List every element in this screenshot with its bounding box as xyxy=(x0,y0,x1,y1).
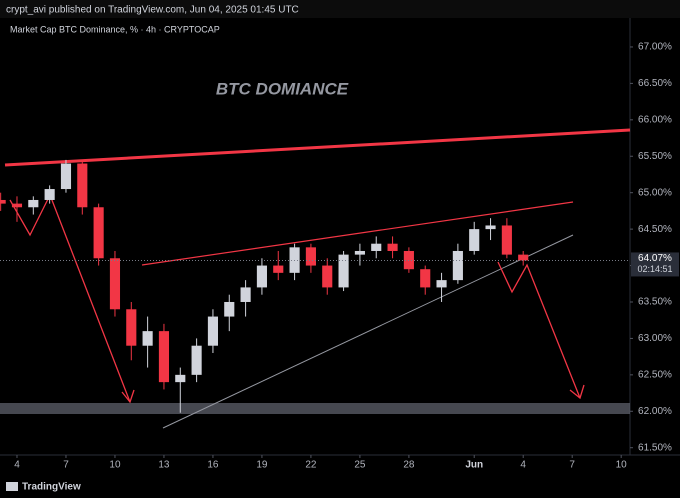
arrow-head xyxy=(121,389,135,404)
x-tick-label: 28 xyxy=(403,460,415,471)
y-tick-label: 65.50% xyxy=(638,151,672,162)
candle-body xyxy=(354,250,365,255)
candle-body xyxy=(28,199,39,208)
candle-body xyxy=(371,243,382,251)
x-tick-label: 4 xyxy=(14,460,20,471)
y-tick-label: 63.00% xyxy=(638,333,672,344)
arrow xyxy=(49,194,131,403)
x-tick-label: 19 xyxy=(256,460,268,471)
trendline xyxy=(162,234,574,429)
candle-body xyxy=(175,374,186,383)
arrow-path xyxy=(497,261,581,399)
header-bar xyxy=(0,0,680,18)
candle-body xyxy=(44,189,55,200)
trendline xyxy=(141,201,574,266)
y-tick-label: 66.00% xyxy=(638,114,672,125)
candle-body xyxy=(501,225,512,255)
candle-body xyxy=(109,258,121,310)
candle-body xyxy=(11,203,23,208)
y-tick-label: 61.50% xyxy=(638,442,672,453)
last-price-box xyxy=(631,252,679,277)
annotation: BTC DOMIANCE xyxy=(216,79,349,98)
candle-body xyxy=(256,265,267,288)
last-price-label: 64.07% xyxy=(638,253,672,264)
x-tick-label: 13 xyxy=(158,460,170,471)
x-tick-label: 16 xyxy=(207,460,219,471)
x-tick-label: 22 xyxy=(305,460,317,471)
candle-body xyxy=(518,254,529,261)
y-tick-label: 63.50% xyxy=(638,297,672,308)
y-tick-label: 67.00% xyxy=(638,42,672,53)
y-tick-label: 62.00% xyxy=(638,406,672,417)
candle-body xyxy=(338,254,349,288)
candle-body xyxy=(207,316,219,346)
countdown: 02:14:51 xyxy=(637,264,672,274)
candle-body xyxy=(126,309,137,346)
candle-body xyxy=(469,229,480,251)
x-tick-label: 10 xyxy=(109,460,121,471)
candle-body xyxy=(240,287,251,302)
candle-body xyxy=(485,225,496,230)
x-tick-label: 7 xyxy=(63,460,69,471)
logo xyxy=(6,482,18,491)
y-tick-label: 62.50% xyxy=(638,369,672,380)
y-tick-label: 65.00% xyxy=(638,187,672,198)
candle-body xyxy=(77,163,88,208)
candle-body xyxy=(93,207,104,259)
candle-body xyxy=(0,199,6,204)
footer: TradingView xyxy=(6,482,81,493)
x-tick-label: 25 xyxy=(354,460,366,471)
candle-body xyxy=(191,345,202,375)
candle-body xyxy=(452,250,463,281)
y-tick-label: 66.50% xyxy=(638,78,672,89)
candle-body xyxy=(322,265,333,288)
x-tick-label: 7 xyxy=(569,460,575,471)
candle-body xyxy=(420,269,431,288)
x-tick-label: 10 xyxy=(616,460,628,471)
candle-body xyxy=(305,247,316,266)
candle-body xyxy=(273,265,284,273)
candle-body xyxy=(142,331,153,346)
header: crypt_avi published on TradingView.com, … xyxy=(6,5,299,16)
x-tick-label: 4 xyxy=(520,460,526,471)
candle-body xyxy=(60,163,72,190)
x-tick-label: Jun xyxy=(465,460,483,471)
y-tick-label: 64.50% xyxy=(638,224,672,235)
candle-body xyxy=(436,280,447,288)
chart-title: Market Cap BTC Dominance, % · 4h · CRYPT… xyxy=(10,24,220,34)
arrow-head xyxy=(569,384,585,400)
trendline xyxy=(4,128,631,167)
candle-body xyxy=(224,301,235,317)
support-zone xyxy=(0,403,630,414)
brand: TradingView xyxy=(22,482,81,493)
candle-body xyxy=(158,331,170,383)
candle-body xyxy=(387,243,398,251)
